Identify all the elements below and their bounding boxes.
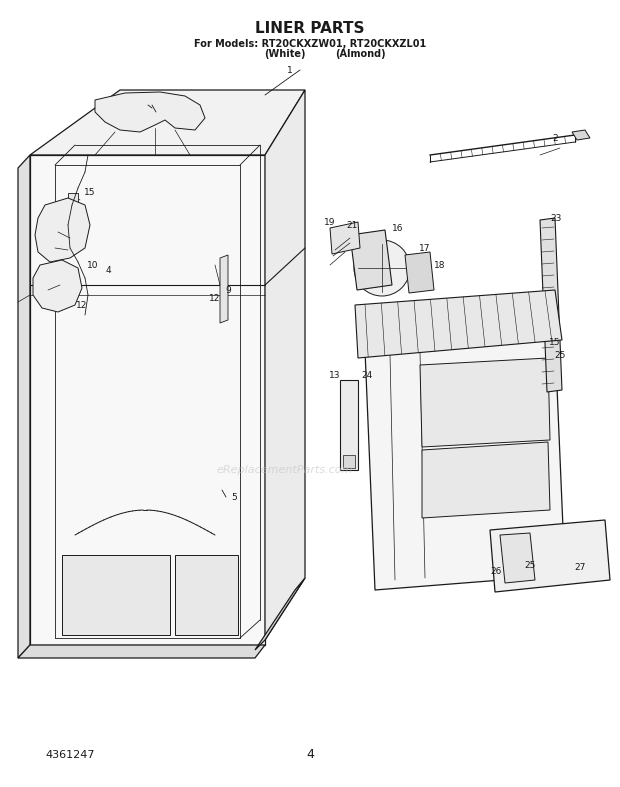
Text: 5: 5	[231, 493, 237, 501]
Polygon shape	[422, 442, 550, 518]
Text: 4361247: 4361247	[45, 750, 94, 760]
Polygon shape	[340, 380, 358, 470]
Circle shape	[335, 227, 341, 233]
Polygon shape	[343, 455, 355, 468]
Text: 13: 13	[329, 371, 341, 379]
Circle shape	[202, 282, 208, 288]
Polygon shape	[350, 230, 392, 290]
Circle shape	[586, 554, 594, 562]
Text: 10: 10	[87, 260, 99, 269]
Polygon shape	[490, 520, 610, 592]
Text: LINER PARTS: LINER PARTS	[255, 20, 365, 35]
Text: 4: 4	[306, 748, 314, 762]
Text: 2: 2	[552, 134, 558, 142]
Circle shape	[216, 486, 224, 494]
Text: 26: 26	[490, 567, 502, 577]
Polygon shape	[30, 90, 305, 155]
Polygon shape	[18, 155, 30, 658]
Circle shape	[354, 240, 410, 296]
Polygon shape	[30, 155, 265, 645]
Polygon shape	[35, 198, 90, 262]
Circle shape	[347, 225, 353, 231]
Text: 18: 18	[434, 260, 446, 269]
Polygon shape	[572, 130, 590, 140]
Text: 9: 9	[225, 286, 231, 294]
Bar	[65, 253, 71, 259]
Polygon shape	[95, 92, 205, 132]
Circle shape	[377, 263, 387, 273]
Text: (Almond): (Almond)	[335, 49, 385, 59]
Bar	[58, 238, 64, 244]
Circle shape	[162, 108, 167, 113]
Bar	[52, 223, 58, 229]
Text: 24: 24	[361, 371, 373, 379]
Text: 25: 25	[554, 350, 565, 360]
Text: 12: 12	[76, 301, 87, 309]
Polygon shape	[355, 290, 562, 358]
Polygon shape	[220, 255, 228, 323]
Polygon shape	[68, 193, 78, 205]
Polygon shape	[33, 260, 82, 312]
Text: 15: 15	[84, 187, 95, 197]
Text: 19: 19	[324, 217, 336, 227]
Polygon shape	[255, 578, 305, 650]
Text: 16: 16	[392, 224, 404, 232]
Polygon shape	[405, 252, 434, 293]
Text: 4: 4	[105, 265, 111, 275]
Text: 1: 1	[287, 65, 293, 75]
Text: 25: 25	[525, 561, 536, 571]
Text: 27: 27	[574, 563, 586, 572]
Polygon shape	[365, 340, 565, 590]
Polygon shape	[175, 555, 238, 635]
Polygon shape	[62, 555, 170, 635]
Polygon shape	[330, 222, 360, 254]
Circle shape	[144, 105, 149, 109]
Circle shape	[202, 267, 208, 273]
Polygon shape	[18, 645, 265, 658]
Polygon shape	[265, 90, 305, 640]
Polygon shape	[420, 358, 550, 447]
Circle shape	[202, 297, 208, 303]
Text: 23: 23	[551, 213, 562, 223]
Text: eReplacementParts.com: eReplacementParts.com	[217, 465, 353, 475]
Text: 17: 17	[419, 243, 431, 253]
Polygon shape	[500, 533, 535, 583]
Text: For Models: RT20CKXZW01, RT20CKXZL01: For Models: RT20CKXZW01, RT20CKXZL01	[194, 39, 426, 49]
Text: 12: 12	[210, 294, 221, 302]
Polygon shape	[540, 218, 562, 392]
Text: 15: 15	[549, 338, 560, 346]
Text: (White): (White)	[264, 49, 306, 59]
Circle shape	[582, 550, 598, 566]
Text: 21: 21	[347, 220, 358, 230]
